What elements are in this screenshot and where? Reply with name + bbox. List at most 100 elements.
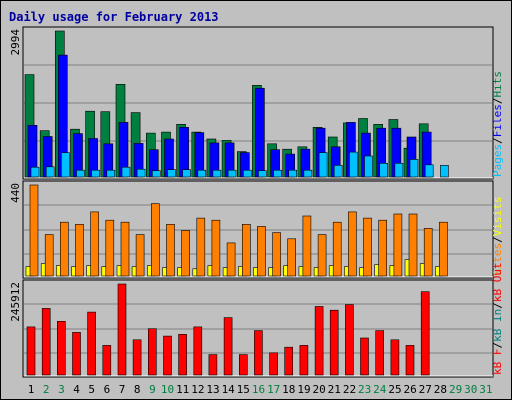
sites-bar [29, 184, 39, 277]
pages-bar [379, 163, 389, 178]
pages-bar [243, 169, 252, 178]
kbout-bar [87, 311, 96, 376]
sites-bar [393, 213, 403, 277]
x-tick-label: 2 [43, 383, 50, 396]
x-tick-label: 31 [479, 383, 492, 396]
pages-bar [288, 169, 298, 178]
pages-bar [258, 170, 267, 178]
files-bar [255, 87, 265, 178]
sites-bar [181, 230, 190, 277]
legend-separator: / [491, 137, 504, 144]
pages-bar [227, 169, 237, 178]
x-tick-label: 22 [343, 383, 356, 396]
kbout-bar [269, 352, 278, 376]
kbout-bar [390, 339, 400, 376]
chart-panels: 2994Pages/Files/Hits440Sites/Visits24591… [9, 26, 504, 378]
legend-item: Files [491, 104, 504, 137]
sites-bar [242, 224, 251, 277]
legend-separator: / [491, 236, 504, 243]
kbout-bar [148, 328, 157, 376]
kbout-bar [41, 308, 51, 376]
x-tick-label: 20 [312, 383, 325, 396]
kbout-bar [102, 345, 112, 376]
x-tick-label: 14 [222, 383, 236, 396]
x-tick-label: 5 [88, 383, 95, 396]
sites-bar [90, 211, 99, 277]
sites-bar [423, 228, 433, 277]
legend-item: Visits [491, 197, 504, 237]
kbout-bar [208, 354, 218, 376]
kbout-bar [163, 335, 172, 376]
pages-bar [273, 169, 282, 178]
sites-bar [332, 221, 342, 277]
sites-bar [75, 224, 84, 277]
sites-bar [120, 221, 130, 277]
kbout-bar [420, 291, 430, 376]
kbout-bar [314, 306, 324, 376]
pages-bar [136, 168, 146, 178]
y-max-label: 440 [9, 183, 22, 203]
pages-bar [409, 159, 419, 178]
sites-bar [287, 238, 297, 277]
x-tick-label: 17 [267, 383, 280, 396]
pages-bar [394, 163, 404, 178]
legend-visits-sites: Sites/Visits [491, 197, 504, 277]
pages-bar [60, 152, 70, 178]
pages-bar [197, 169, 207, 178]
sites-bar [348, 211, 357, 277]
x-tick-label: 9 [149, 383, 156, 396]
kbout-bar [72, 332, 81, 376]
chart-title: Daily usage for February 2013 [9, 10, 219, 24]
x-tick-label: 21 [328, 383, 341, 396]
x-tick-label: 18 [282, 383, 295, 396]
legend-item: Pages [491, 144, 504, 177]
legend-separator: / [491, 302, 504, 309]
sites-bar [59, 221, 69, 277]
legend-item: Hits [491, 71, 504, 98]
pages-bar [182, 169, 191, 178]
pages-bar [30, 166, 40, 178]
sites-bar [408, 213, 418, 277]
kbout-bar [284, 346, 294, 376]
kbout-bar [56, 320, 66, 376]
sites-bar [166, 224, 175, 277]
pages-bar [152, 170, 161, 178]
legend-separator: / [491, 98, 504, 105]
kbout-bar [239, 354, 248, 376]
sites-bar [135, 234, 145, 277]
sites-bar [196, 217, 206, 277]
pages-bar [440, 165, 449, 178]
x-tick-label: 30 [464, 383, 477, 396]
kbout-bar [329, 309, 339, 376]
x-tick-label: 24 [373, 383, 387, 396]
x-tick-label: 10 [161, 383, 174, 396]
x-tick-label: 11 [176, 383, 189, 396]
kbout-bar [117, 283, 127, 376]
sites-bar [302, 215, 312, 277]
kbout-bar [132, 339, 142, 376]
y-max-label: 2994 [9, 29, 22, 56]
x-tick-label: 13 [206, 383, 219, 396]
kbout-bar [26, 326, 36, 376]
legend-item: Sites [491, 243, 504, 276]
pages-bar [106, 169, 116, 178]
x-tick-label: 23 [358, 383, 371, 396]
pages-bar [333, 165, 343, 178]
pages-bar [364, 155, 373, 178]
pages-bar [424, 164, 434, 178]
sites-bar [44, 234, 54, 277]
x-tick-label: 3 [58, 383, 65, 396]
pages-bar [212, 169, 222, 178]
legend-item: kB Out [491, 262, 504, 302]
sites-bar [272, 232, 281, 277]
pages-bar [45, 166, 55, 178]
day-labels: 1 2 3 4 5 6 7 8 9 10 11 12 13 14 15 16 17 18 19 20 21 22 23 24 2… [28, 383, 493, 396]
y-max-label: 245912 [9, 282, 22, 322]
legend-item: kB In [491, 309, 504, 342]
sites-bar [211, 219, 221, 277]
x-tick-label: 15 [237, 383, 250, 396]
x-tick-label: 16 [252, 383, 265, 396]
kbout-bar [299, 345, 309, 376]
sites-bar [226, 242, 236, 277]
